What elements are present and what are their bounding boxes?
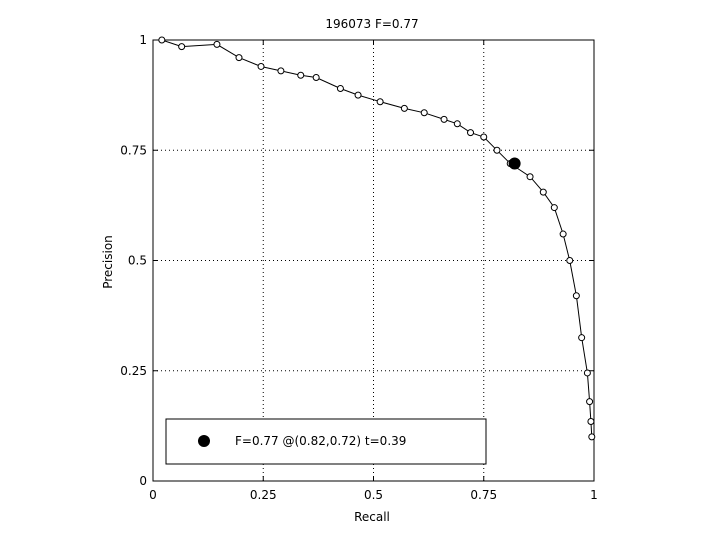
data-point [588,433,596,441]
chart-title: 196073 F=0.77 [325,17,418,31]
legend-marker [198,435,210,447]
data-point [572,292,580,300]
data-point [336,85,344,93]
data-point [158,36,166,44]
data-point [480,133,488,141]
data-point [376,98,384,106]
y-tick-label: 0 [139,474,147,488]
x-tick-label: 1 [590,488,598,502]
best-f-point [508,157,521,170]
data-point [539,188,547,196]
data-point [178,43,186,51]
data-point [526,173,534,181]
data-point [586,398,594,406]
data-point [277,67,285,75]
data-point [257,62,265,70]
data-point [297,71,305,79]
series-group [158,36,596,441]
y-axis-label: Precision [101,235,115,289]
x-axis-label: Recall [354,510,390,524]
y-tick-label: 0.5 [128,254,147,268]
x-tick-label: 0.75 [470,488,497,502]
legend-box: F=0.77 @(0.82,0.72) t=0.39 [165,418,487,465]
data-point [578,334,586,342]
data-point [493,146,501,154]
data-point [566,257,574,264]
data-point [550,204,558,212]
series-line [161,39,593,437]
data-point [420,109,428,117]
data-point [587,417,595,425]
x-tick-label: 0.25 [250,488,277,502]
data-point [583,369,591,377]
data-point [400,104,408,112]
legend-text: F=0.77 @(0.82,0.72) t=0.39 [235,434,406,448]
data-point [453,120,461,128]
data-point [440,115,448,123]
axis-ticks: 0 0.25 0.5 0.75 1 0 0.25 0.5 0.75 1 [120,33,598,502]
y-tick-label: 0.75 [120,143,147,157]
y-tick-label: 0.25 [120,364,147,378]
data-point [559,230,567,238]
data-point [354,91,362,99]
data-point [213,40,221,48]
y-tick-label: 1 [139,33,147,47]
x-tick-label: 0 [149,488,157,502]
legend-frame [165,418,487,465]
data-point [312,73,320,81]
data-point [235,54,243,62]
x-tick-label: 0.5 [364,488,383,502]
data-point [467,129,475,137]
grid-lines [153,40,594,481]
